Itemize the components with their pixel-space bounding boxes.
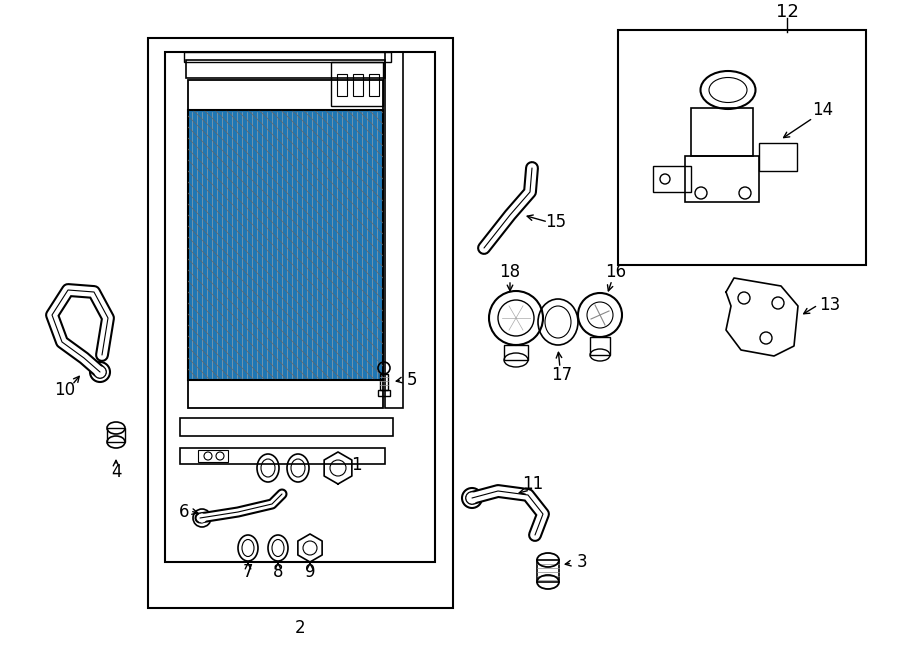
Bar [180,448,385,464]
Bar [331,62,383,106]
Text: 14: 14 [813,101,833,119]
Bar [186,60,385,78]
Bar [107,428,125,442]
Bar [653,166,691,192]
Text: 11: 11 [522,475,544,493]
Circle shape [94,366,106,378]
Bar [148,38,453,608]
Bar [380,374,388,390]
Circle shape [466,492,478,504]
Bar [353,74,363,96]
Bar [188,380,383,408]
Bar [184,52,391,62]
Bar [759,143,797,171]
Text: 1: 1 [351,456,361,474]
Bar [165,52,435,562]
Text: 4: 4 [111,463,122,481]
Bar [537,560,559,582]
Bar [685,156,759,202]
Bar [188,80,383,110]
Bar [378,390,390,396]
Text: 8: 8 [273,563,284,581]
Text: 6: 6 [179,503,189,521]
Text: 18: 18 [500,263,520,281]
Text: 12: 12 [776,3,798,21]
Text: 10: 10 [54,381,76,399]
Text: 17: 17 [552,366,572,384]
Text: 9: 9 [305,563,315,581]
Text: 15: 15 [545,213,567,231]
Text: 3: 3 [577,553,588,571]
Bar [691,108,753,156]
Bar [337,74,347,96]
Text: 5: 5 [407,371,418,389]
Bar [369,74,379,96]
Bar [188,110,383,380]
Bar [385,52,403,408]
Bar [198,450,228,462]
Bar [188,110,383,380]
Bar [180,418,393,436]
Circle shape [197,513,207,523]
Text: 16: 16 [606,263,626,281]
Text: 2: 2 [294,619,305,637]
Text: 7: 7 [243,563,253,581]
Bar [590,337,610,355]
Bar [618,30,866,265]
Bar [504,345,528,360]
Text: 13: 13 [819,296,841,314]
